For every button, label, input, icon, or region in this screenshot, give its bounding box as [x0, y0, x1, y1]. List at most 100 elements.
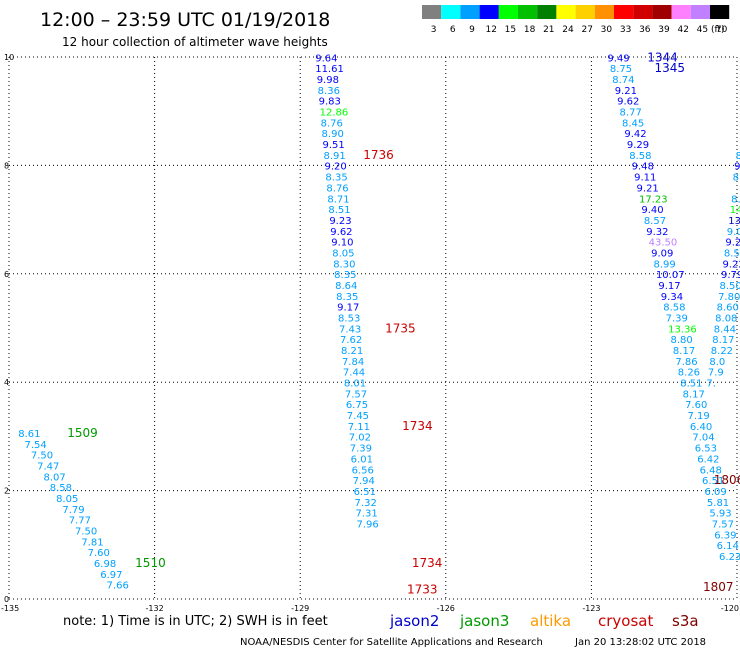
swh-value: 8.64: [335, 281, 357, 292]
legend-swatch: [652, 5, 672, 19]
legend-label: 39: [658, 25, 670, 35]
legend-label: 33: [620, 25, 631, 35]
swh-value: 8.36: [318, 86, 340, 97]
swh-value: 9.79: [721, 270, 740, 281]
y-axis-ticks: 0 2 4 6 8 10: [4, 53, 14, 604]
color-legend: 3 6 9 12 15 18 21 24 27 30 33 36 39 42 45 70: [422, 5, 730, 35]
swh-value: 9.49: [607, 53, 629, 64]
x-tick-label: -135: [1, 604, 19, 613]
legend-unit: (ft): [711, 25, 725, 35]
footer-generated: Jan 20 13:28:02 UTC 2018: [574, 637, 706, 648]
swh-value: 9: [734, 162, 740, 173]
swh-value: 6.56: [352, 465, 374, 476]
legend-label: 12: [485, 25, 496, 35]
legend-label: 30: [601, 25, 613, 35]
time-label: 1733: [407, 583, 438, 597]
swh-value: 8.22: [711, 346, 733, 357]
swh-value: 8.45: [622, 118, 644, 129]
swh-value: 9.09: [651, 248, 673, 259]
legend-label: 36: [639, 25, 651, 35]
time-label: 1345: [654, 61, 685, 75]
swh-value: 9.21: [615, 86, 637, 97]
y-tick-label: 0: [4, 595, 9, 604]
swh-value: 7.32: [355, 498, 377, 509]
swh-value: 6.48: [700, 465, 722, 476]
swh-value: 9.29: [627, 140, 649, 151]
swh-value: 7.: [706, 379, 716, 390]
swh-value: 7.50: [75, 527, 97, 538]
swh-value: 7.11: [348, 422, 370, 433]
chart-subtitle: 12 hour collection of altimeter wave hei…: [62, 35, 328, 49]
swh-value: 6.51: [354, 487, 376, 498]
legend-swatch: [460, 5, 480, 19]
time-label: 1807: [703, 580, 734, 594]
swh-value: 7.94: [353, 476, 375, 487]
swh-value: 8.35: [325, 173, 347, 184]
legend-label: 3: [431, 25, 437, 35]
swh-value: 8.51: [328, 205, 350, 216]
legend-swatch: [671, 5, 691, 19]
swh-value: 7.54: [25, 440, 47, 451]
track-1733-1736: 9.6411.619.988.369.8312.868.768.909.518.…: [315, 53, 379, 530]
swh-value: 8.35: [334, 270, 356, 281]
swh-value: 6.97: [100, 570, 122, 581]
footer-credit: NOAA/NESDIS Center for Satellite Applica…: [240, 637, 543, 648]
legend-label: 24: [562, 25, 574, 35]
y-tick-label: 2: [4, 487, 9, 496]
swh-value: 7.77: [69, 516, 91, 527]
swh-value: 7.19: [687, 411, 709, 422]
time-label: 1735: [385, 321, 416, 335]
swh-value: 7.86: [675, 357, 697, 368]
time-label: 1734: [412, 556, 443, 570]
y-tick-label: 4: [4, 378, 9, 387]
swh-value: 8.61: [18, 429, 40, 440]
x-tick-label: -123: [582, 604, 600, 613]
satellite-s3a: s3a: [672, 612, 699, 630]
swh-value: 8.30: [333, 259, 355, 270]
y-tick-label: 10: [4, 53, 14, 62]
legend-swatch: [710, 5, 730, 19]
legend-label: 45: [697, 25, 708, 35]
legend-swatch: [441, 5, 461, 19]
swh-value: 10.07: [656, 270, 685, 281]
swh-value: 8.17: [712, 335, 734, 346]
swh-value: 8.01: [344, 379, 366, 390]
swh-value: 8: [736, 151, 740, 162]
swh-value: 6.75: [346, 400, 368, 411]
swh-value: 9.83: [319, 97, 341, 108]
swh-value: 7.57: [712, 519, 734, 530]
time-label: 1734: [402, 419, 433, 433]
swh-value: 7.62: [340, 335, 362, 346]
swh-value: 8.51: [680, 379, 702, 390]
x-axis-ticks: -135 -132 -129 -126 -123 -120: [1, 604, 739, 613]
x-tick-label: -126: [437, 604, 455, 613]
swh-value: 11.61: [315, 64, 344, 75]
swh-value: 6.42: [697, 454, 719, 465]
legend-swatch: [422, 5, 442, 19]
footer-note: note: 1) Time is in UTC; 2) SWH is in fe…: [63, 614, 328, 629]
x-tick-label: -120: [721, 604, 739, 613]
swh-value: 9.32: [646, 227, 668, 238]
swh-value: 7.04: [692, 433, 714, 444]
swh-value: 7.39: [350, 444, 372, 455]
time-label: 1736: [363, 148, 394, 162]
legend-label: 9: [469, 25, 475, 35]
track-edge-east: 8988.614.613469.009.278.519.229.798.507.…: [706, 151, 740, 390]
time-label: 1344: [647, 50, 678, 64]
swh-value: 12.86: [320, 108, 349, 119]
swh-value: 8.58: [663, 303, 685, 314]
swh-value: 8.71: [327, 194, 349, 205]
swh-value: 7.81: [81, 537, 103, 548]
swh-value: 7.02: [349, 433, 371, 444]
swh-value: 43.50: [649, 238, 678, 249]
swh-value: 8.6: [731, 194, 740, 205]
swh-value: 8.74: [612, 75, 634, 86]
swh-value: 9.62: [617, 97, 639, 108]
satellite-altika: altika: [530, 612, 571, 630]
legend-label: 6: [450, 25, 456, 35]
legend-label: 18: [524, 25, 536, 35]
legend-swatch: [575, 5, 595, 19]
track-1344-1807: 9.498.758.749.219.628.778.459.429.298.58…: [607, 53, 740, 563]
legend-label: 15: [505, 25, 516, 35]
